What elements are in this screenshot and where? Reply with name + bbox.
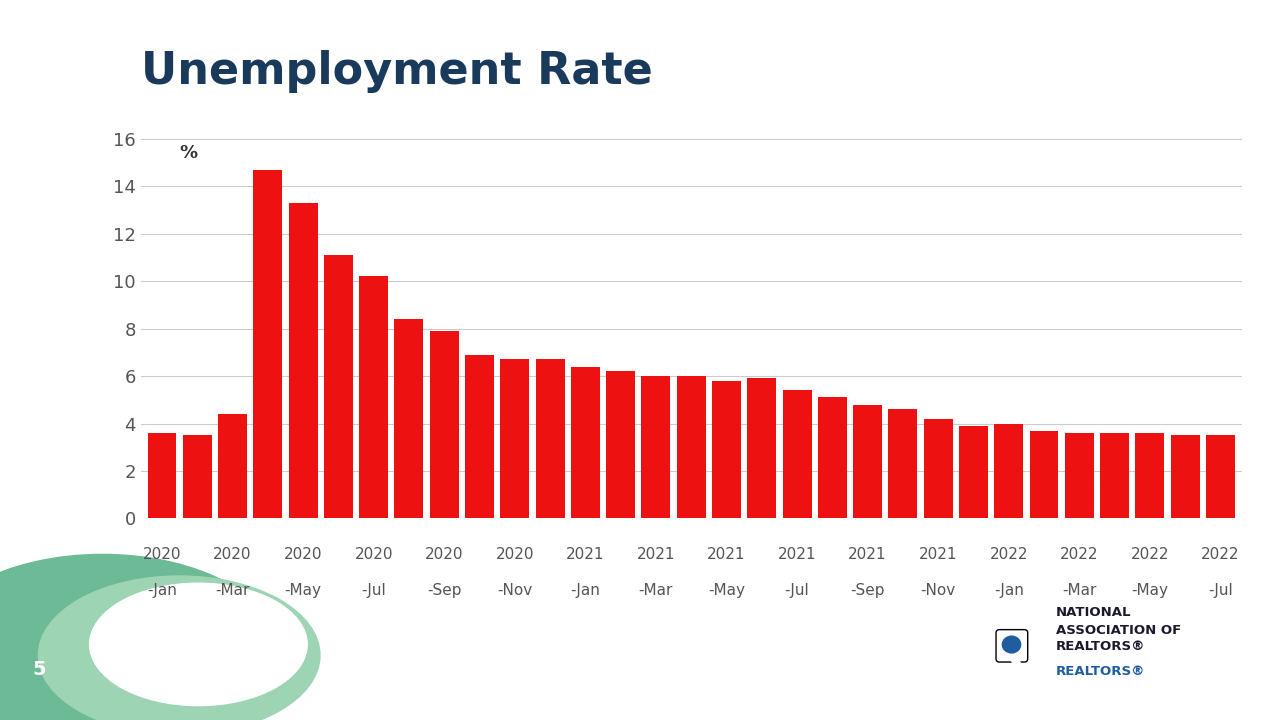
Text: -May: -May [284, 583, 321, 598]
Text: -Jan: -Jan [147, 583, 177, 598]
Bar [677, 376, 705, 518]
Bar [1065, 433, 1094, 518]
Bar [535, 359, 564, 518]
Text: 2020: 2020 [284, 547, 323, 562]
Text: -Mar: -Mar [639, 583, 673, 598]
Circle shape [1002, 636, 1021, 654]
Text: -Sep: -Sep [850, 583, 884, 598]
Text: -Nov: -Nov [920, 583, 956, 598]
Text: -Mar: -Mar [215, 583, 250, 598]
Text: -Jul: -Jul [361, 583, 387, 598]
Text: -May: -May [1132, 583, 1169, 598]
Text: Unemployment Rate: Unemployment Rate [141, 50, 653, 94]
Text: 2020: 2020 [214, 547, 252, 562]
Bar [1100, 433, 1129, 518]
Polygon shape [1010, 659, 1034, 685]
Bar [324, 255, 353, 518]
FancyBboxPatch shape [996, 629, 1028, 662]
Text: -Sep: -Sep [428, 583, 462, 598]
Text: NATIONAL
ASSOCIATION OF
REALTORS®: NATIONAL ASSOCIATION OF REALTORS® [1056, 606, 1181, 654]
Text: -May: -May [708, 583, 745, 598]
Bar [712, 381, 741, 518]
Bar [500, 359, 529, 518]
Text: %: % [179, 144, 197, 162]
Text: 2022: 2022 [1130, 547, 1169, 562]
Text: -Jul: -Jul [1208, 583, 1233, 598]
Text: 2021: 2021 [849, 547, 887, 562]
Bar [607, 372, 635, 518]
Text: 2020: 2020 [425, 547, 463, 562]
Text: 2022: 2022 [1201, 547, 1240, 562]
Text: -Jan: -Jan [571, 583, 600, 598]
Bar [924, 419, 952, 518]
Text: -Mar: -Mar [1062, 583, 1097, 598]
Text: -Nov: -Nov [497, 583, 532, 598]
Text: 2022: 2022 [989, 547, 1028, 562]
Text: 2022: 2022 [1060, 547, 1098, 562]
Bar [1029, 431, 1059, 518]
Bar [394, 319, 424, 518]
Bar [1171, 436, 1199, 518]
Bar [748, 379, 776, 518]
Bar [854, 405, 882, 518]
Text: 2021: 2021 [636, 547, 675, 562]
Bar [818, 397, 847, 518]
Bar [959, 426, 988, 518]
Text: 5: 5 [32, 660, 46, 679]
Bar [1135, 433, 1165, 518]
Bar [782, 390, 812, 518]
Bar [1000, 633, 1015, 685]
Bar [147, 433, 177, 518]
Text: 2020: 2020 [142, 547, 182, 562]
Bar [888, 409, 918, 518]
Bar [183, 436, 211, 518]
Text: REALTORS®: REALTORS® [1056, 665, 1146, 678]
Text: 2021: 2021 [566, 547, 604, 562]
Bar [430, 331, 458, 518]
Text: 2020: 2020 [495, 547, 534, 562]
Text: 2020: 2020 [355, 547, 393, 562]
Bar [288, 203, 317, 518]
Bar [641, 376, 671, 518]
Bar [253, 170, 283, 518]
Text: 2021: 2021 [778, 547, 817, 562]
Text: -Jul: -Jul [785, 583, 809, 598]
Bar [360, 276, 388, 518]
Bar [465, 355, 494, 518]
Bar [218, 414, 247, 518]
Bar [995, 423, 1023, 518]
Text: -Jan: -Jan [993, 583, 1024, 598]
Bar [980, 633, 996, 685]
Bar [571, 366, 600, 518]
Text: 2021: 2021 [919, 547, 957, 562]
Bar [1206, 436, 1235, 518]
Text: 2021: 2021 [708, 547, 746, 562]
